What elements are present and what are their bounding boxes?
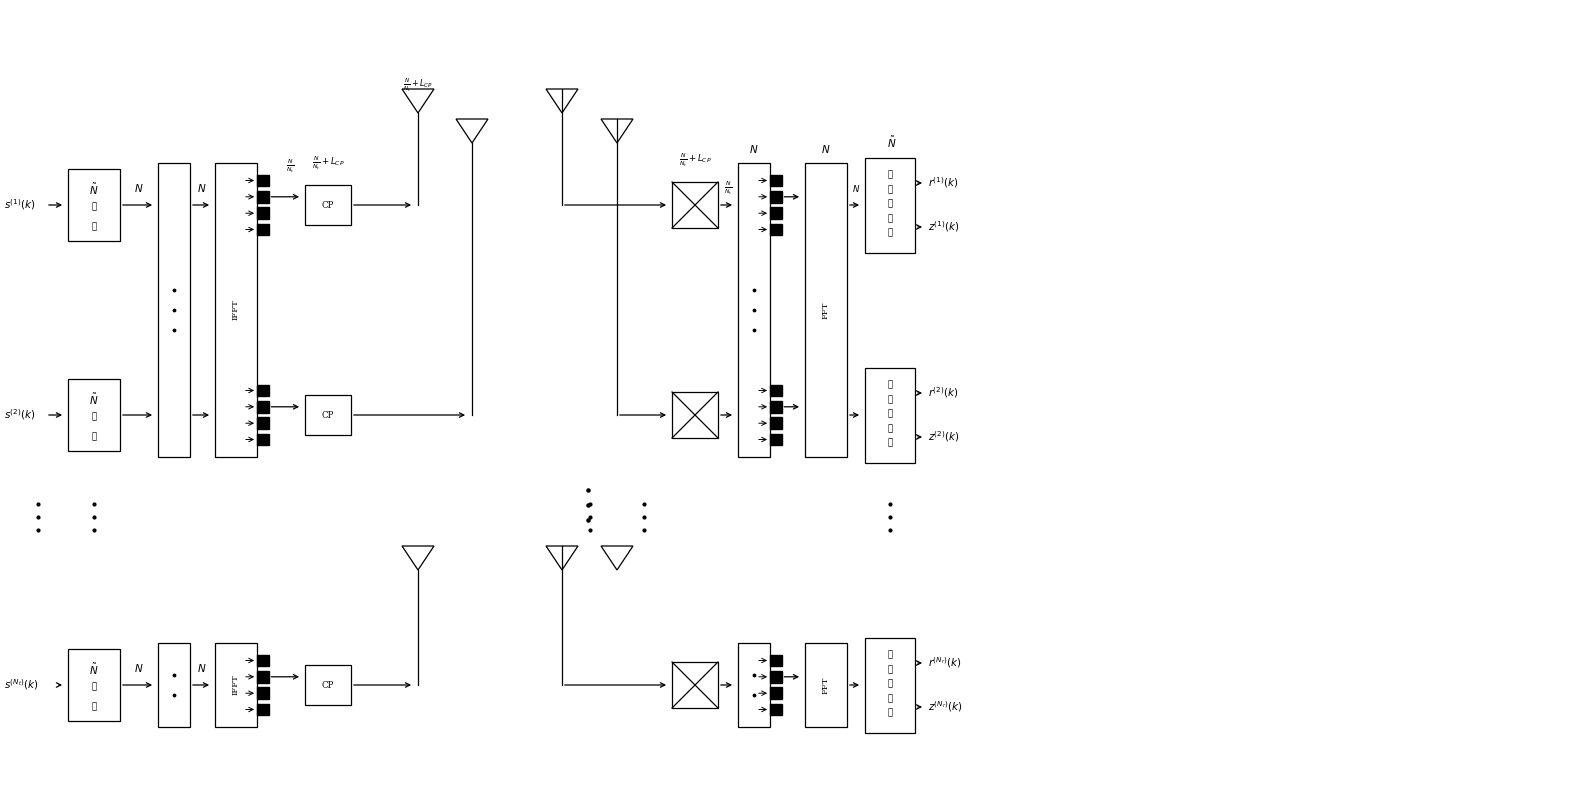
Text: 零: 零 [91,433,96,441]
Bar [771,418,782,429]
Text: IFFT: IFFT [232,674,240,696]
FancyBboxPatch shape [306,185,351,225]
Bar [257,401,268,413]
Text: CP: CP [322,681,334,689]
Text: IFFT: IFFT [232,300,240,320]
Text: FFT: FFT [823,301,831,319]
Text: 载: 载 [887,185,892,194]
Text: $r^{(2)}(k)$: $r^{(2)}(k)$ [928,385,958,400]
Text: $r^{(1)}(k)$: $r^{(1)}(k)$ [928,176,958,191]
Text: CP: CP [322,411,334,419]
FancyBboxPatch shape [158,163,191,457]
Text: $\tilde{N}$: $\tilde{N}$ [887,135,897,150]
Text: 子: 子 [887,651,892,659]
Text: 子: 子 [887,381,892,389]
Text: $s^{(N_t)}(k)$: $s^{(N_t)}(k)$ [5,677,39,692]
Text: FFT: FFT [823,677,831,694]
Bar [257,207,268,219]
Text: 选: 选 [887,694,892,703]
Bar [257,418,268,429]
Bar [257,385,268,396]
FancyBboxPatch shape [865,637,916,732]
FancyBboxPatch shape [214,643,257,727]
Text: $N$: $N$ [749,143,758,155]
Text: 载: 载 [887,395,892,404]
Bar [771,703,782,715]
Text: $z^{(2)}(k)$: $z^{(2)}(k)$ [928,429,960,444]
Text: $s^{(1)}(k)$: $s^{(1)}(k)$ [5,198,36,213]
Text: $N$: $N$ [197,182,206,194]
Text: CP: CP [322,200,334,210]
FancyBboxPatch shape [158,643,191,727]
Text: 择: 择 [887,439,892,447]
Text: $\tilde{N}$: $\tilde{N}$ [90,392,99,407]
Text: 补: 补 [91,412,96,422]
FancyBboxPatch shape [738,643,771,727]
Text: $N$: $N$ [853,182,860,193]
Text: $\frac{N}{N_t}+L_{CP}$: $\frac{N}{N_t}+L_{CP}$ [679,152,711,169]
Text: 补: 补 [91,203,96,211]
Text: 载: 载 [887,665,892,674]
Text: 补: 补 [91,682,96,692]
FancyBboxPatch shape [805,643,846,727]
Bar [257,671,268,682]
FancyBboxPatch shape [68,649,120,721]
FancyBboxPatch shape [805,163,846,457]
FancyBboxPatch shape [671,392,719,438]
Text: $N$: $N$ [134,182,143,194]
FancyBboxPatch shape [865,158,916,253]
Text: 择: 择 [887,228,892,238]
FancyBboxPatch shape [68,379,120,451]
Bar [257,224,268,236]
Text: 波: 波 [887,680,892,688]
Text: $z^{(N_r)}(k)$: $z^{(N_r)}(k)$ [928,699,963,714]
Text: $N$: $N$ [821,143,831,155]
Text: 选: 选 [887,424,892,433]
Text: 波: 波 [887,410,892,418]
Text: 择: 择 [887,709,892,717]
Bar [771,434,782,445]
Bar [257,175,268,186]
Bar [257,655,268,666]
Text: $s^{(2)}(k)$: $s^{(2)}(k)$ [5,407,36,422]
Text: 选: 选 [887,214,892,223]
Text: 零: 零 [91,222,96,232]
FancyBboxPatch shape [865,367,916,462]
Text: $\tilde{N}$: $\tilde{N}$ [90,181,99,196]
FancyBboxPatch shape [306,395,351,435]
Text: $\frac{N}{N_t}+L_{CP}$: $\frac{N}{N_t}+L_{CP}$ [403,76,433,93]
FancyBboxPatch shape [738,163,771,457]
Text: 波: 波 [887,199,892,209]
Bar [771,224,782,236]
Text: $r^{(N_r)}(k)$: $r^{(N_r)}(k)$ [928,655,961,670]
Bar [257,434,268,445]
Bar [771,655,782,666]
Bar [257,703,268,715]
FancyBboxPatch shape [214,163,257,457]
Bar [771,175,782,186]
Bar [771,671,782,682]
Text: $\tilde{N}$: $\tilde{N}$ [90,662,99,677]
FancyBboxPatch shape [306,665,351,705]
Text: $z^{(1)}(k)$: $z^{(1)}(k)$ [928,220,960,235]
Bar [771,688,782,699]
Bar [771,207,782,219]
Bar [771,401,782,413]
Text: $\frac{N}{N_t}+L_{CP}$: $\frac{N}{N_t}+L_{CP}$ [312,154,344,172]
Bar [771,385,782,396]
Text: $\frac{N}{N_t}$: $\frac{N}{N_t}$ [723,179,733,197]
FancyBboxPatch shape [671,662,719,708]
Text: $N$: $N$ [134,662,143,674]
FancyBboxPatch shape [671,182,719,228]
Text: $\frac{N}{N_t}$: $\frac{N}{N_t}$ [287,158,295,175]
FancyBboxPatch shape [68,169,120,241]
Text: 子: 子 [887,170,892,180]
Bar [257,191,268,203]
Bar [771,191,782,203]
Bar [257,688,268,699]
Text: 零: 零 [91,703,96,711]
Text: $N$: $N$ [197,662,206,674]
